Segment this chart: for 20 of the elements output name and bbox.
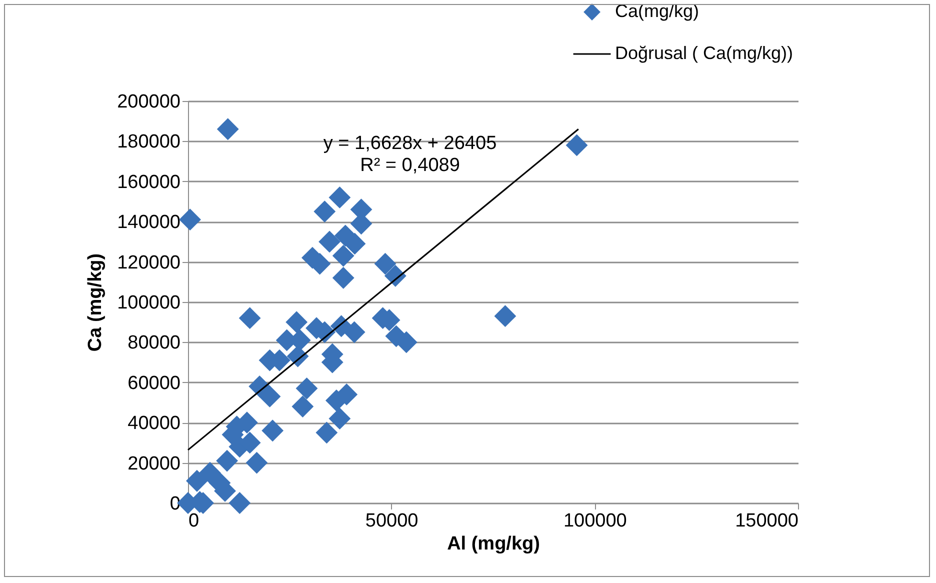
legend-label: Doğrusal ( Ca(mg/kg)): [615, 43, 794, 63]
annotation: R² = 0,4089: [360, 155, 460, 176]
y-tick-label: 200000: [117, 92, 180, 112]
y-tick-label: 140000: [117, 212, 180, 234]
x-tick-label: 100000: [563, 510, 627, 532]
x-axis-title: Al (mg/kg): [447, 534, 540, 554]
y-tick-label: 60000: [128, 372, 180, 394]
y-tick-label: 20000: [128, 453, 180, 474]
x-tick-label: 150000: [735, 510, 798, 532]
annotation: y = 1,6628x + 26405: [323, 133, 497, 154]
y-tick-label: 100000: [117, 292, 180, 314]
y-tick-label: 80000: [128, 332, 180, 354]
y-axis-title: Ca (mg/kg): [85, 253, 106, 352]
x-tick-label: 0: [188, 510, 200, 532]
y-tick-label: 180000: [117, 132, 180, 153]
y-tick-label: 120000: [117, 252, 180, 274]
y-tick-label: 160000: [117, 172, 180, 193]
x-tick-label: 50000: [365, 510, 418, 532]
y-tick-label: 40000: [128, 413, 180, 434]
legend-label: Ca(mg/kg): [615, 1, 700, 21]
